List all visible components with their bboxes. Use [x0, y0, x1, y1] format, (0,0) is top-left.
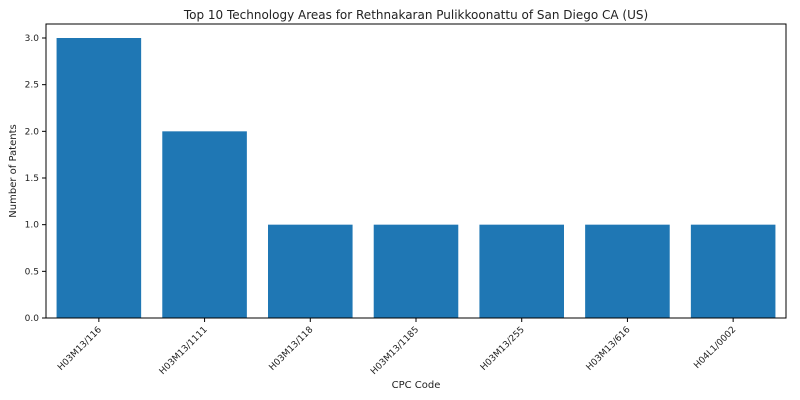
y-axis-label: Number of Patents [8, 124, 19, 217]
bar [691, 225, 776, 318]
x-tick-label: H03M13/118 [268, 325, 316, 373]
y-tick-label: 1.0 [25, 221, 40, 231]
y-tick-label: 2.0 [25, 127, 40, 137]
bar [479, 225, 564, 318]
bar [374, 225, 459, 318]
y-tick-label: 1.5 [25, 174, 39, 184]
y-tick-label: 2.5 [25, 81, 39, 91]
bar [162, 131, 247, 318]
y-tick-label: 0.5 [25, 267, 39, 277]
x-tick-label: H03M13/1185 [369, 325, 421, 377]
x-axis-label: CPC Code [392, 380, 441, 391]
x-tick-label: H03M13/1111 [158, 325, 210, 377]
x-axis: H03M13/116 H03M13/1111 H03M13/118 H03M13/11… [56, 318, 738, 377]
bar [57, 38, 142, 318]
chart-title: Top 10 Technology Areas for Rethnakaran … [183, 8, 648, 22]
bar-group [57, 38, 776, 318]
bar [268, 225, 353, 318]
y-tick-label: 0.0 [25, 314, 40, 324]
bar [585, 225, 670, 318]
y-tick-label: 3.0 [25, 34, 40, 44]
bar-chart: Top 10 Technology Areas for Rethnakaran … [0, 0, 800, 400]
x-tick-label: H04L1/0002 [692, 325, 738, 371]
x-tick-label: H03M13/116 [56, 325, 104, 373]
x-tick-label: H03M13/255 [479, 325, 527, 373]
x-tick-label: H03M13/616 [585, 325, 633, 373]
y-axis: 0.0 0.5 1.0 1.5 2.0 2.5 3.0 [25, 34, 46, 324]
